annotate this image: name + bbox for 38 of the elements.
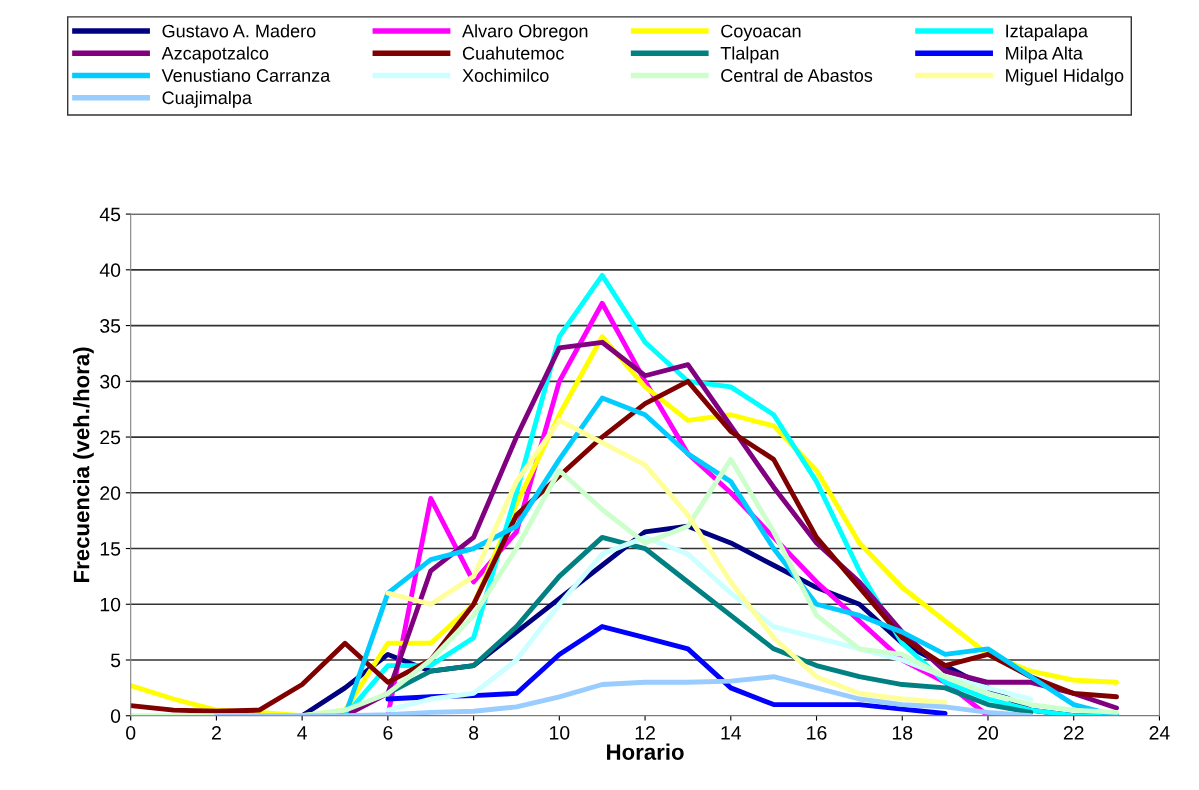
x-tick-label: 16 [807,725,827,740]
x-axis-title: Horario [607,743,684,760]
legend-label: Venustiano Carranza [161,68,331,82]
x-tick-label: 8 [469,725,479,740]
legend-label: Xochimilco [462,68,549,82]
legend-label: Tlalpan [720,46,779,64]
x-tick-label: 0 [126,725,136,740]
x-tick-label: 18 [892,725,913,740]
y-tick-label: 15 [100,542,121,556]
x-tick-label: 10 [550,725,570,740]
y-tick-label: 25 [100,430,121,445]
legend-label: Cuahutemoc [462,46,564,60]
x-tick-label: 2 [211,725,221,740]
x-tick-label: 22 [1063,725,1084,740]
x-tick-label: 4 [297,726,307,740]
y-tick-label: 0 [110,709,121,723]
x-tick-label: 6 [383,725,393,740]
y-tick-label: 10 [100,597,121,612]
y-tick-label: 20 [100,486,121,501]
legend-label: Central de Abastos [721,68,873,82]
legend-label: Alvaro Obregon [462,24,588,41]
legend-label: Gustavo A. Madero [162,24,316,38]
y-tick-label: 30 [100,374,121,389]
y-tick-label: 35 [100,319,121,333]
legend-label: Miguel Hidalgo [1006,68,1124,86]
x-tick-label: 14 [721,726,742,740]
legend-label: Cuajimalpa [162,90,252,108]
legend-label: Coyoacan [721,24,801,41]
legend-label: Azcapotzalco [161,46,269,64]
y-tick-label: 45 [99,207,121,222]
x-tick-label: 12 [635,725,655,740]
y-tick-label: 40 [99,263,121,278]
y-axis-title: Frecuencia (veh./hora) [73,347,94,582]
y-tick-label: 5 [110,653,121,668]
legend-label: Milpa Alta [1006,46,1083,64]
legend-label: Iztapalapa [1006,24,1088,41]
x-tick-label: 24 [1149,725,1170,740]
x-tick-label: 20 [978,725,999,740]
